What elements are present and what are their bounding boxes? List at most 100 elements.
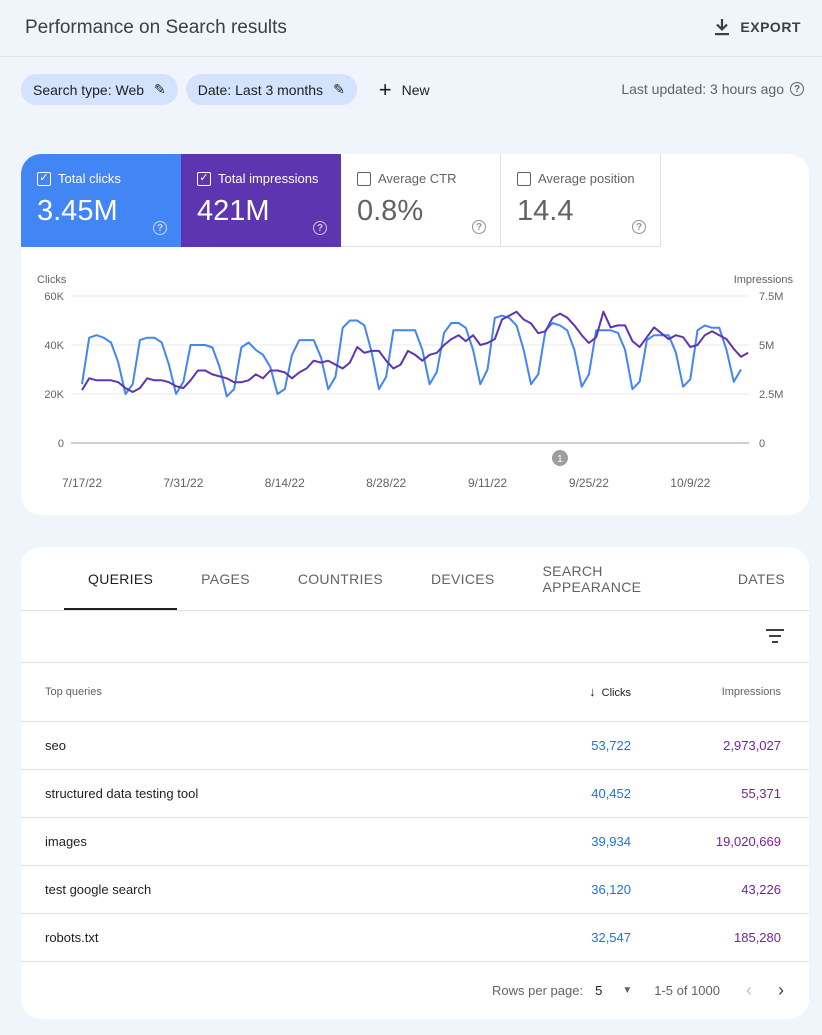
x-tick-label: 10/9/22 bbox=[670, 476, 710, 490]
checkbox-checked-icon[interactable]: ✓ bbox=[197, 171, 211, 186]
col-header-query: Top queries bbox=[21, 663, 431, 722]
clicks-header-label: Clicks bbox=[601, 687, 631, 700]
new-filter-button[interactable]: + New bbox=[379, 77, 430, 103]
right-axis-label: Impressions bbox=[734, 274, 794, 286]
left-tick-label: 20K bbox=[44, 389, 64, 401]
page-header: Performance on Search results EXPORT bbox=[0, 0, 822, 57]
metric-value: 421M bbox=[197, 195, 270, 227]
clicks-cell: 40,452 bbox=[431, 769, 631, 818]
impressions-cell: 2,973,027 bbox=[631, 721, 809, 770]
tab-devices[interactable]: DEVICES bbox=[430, 570, 495, 587]
left-tick-label: 0 bbox=[58, 438, 64, 450]
search-type-chip[interactable]: Search type: Web ✎ bbox=[21, 74, 178, 105]
metric-total-impressions[interactable]: ✓ Total impressions 421M? bbox=[181, 154, 341, 247]
rows-per-page-value: 5 bbox=[595, 983, 603, 998]
x-tick-label: 7/31/22 bbox=[163, 476, 203, 490]
x-tick-label: 7/17/22 bbox=[62, 476, 102, 490]
metric-value: 14.4 bbox=[517, 195, 574, 227]
query-cell: test google search bbox=[21, 865, 431, 914]
left-tick-label: 40K bbox=[44, 340, 64, 352]
metric-average-position[interactable]: Average position 14.4? bbox=[501, 154, 661, 247]
impressions-cell: 55,371 bbox=[631, 769, 809, 818]
dropdown-arrow-icon: ▼ bbox=[622, 985, 633, 996]
filter-icon[interactable] bbox=[766, 629, 784, 647]
x-tick-label: 8/14/22 bbox=[265, 476, 305, 490]
annotation-marker[interactable] bbox=[551, 450, 568, 466]
arrow-down-icon: ↓ bbox=[589, 684, 596, 700]
pagination: Rows per page: 5 ▼ 1-5 of 1000 ‹ › bbox=[21, 962, 809, 1020]
clicks-cell: 53,722 bbox=[431, 721, 631, 770]
download-icon bbox=[715, 19, 730, 36]
annotation-label: 1 bbox=[557, 454, 563, 465]
help-icon[interactable]: ? bbox=[472, 220, 486, 234]
filter-bar: Search type: Web ✎ Date: Last 3 months ✎ +… bbox=[21, 74, 430, 105]
clicks-cell: 32,547 bbox=[431, 913, 631, 962]
query-cell: robots.txt bbox=[21, 913, 431, 962]
next-page-button[interactable]: › bbox=[778, 980, 784, 1000]
col-header-impressions[interactable]: Impressions bbox=[631, 663, 809, 722]
left-axis-label: Clicks bbox=[37, 274, 67, 286]
checkbox-unchecked-icon[interactable] bbox=[517, 171, 531, 186]
metric-average-ctr[interactable]: Average CTR 0.8%? bbox=[341, 154, 501, 247]
right-tick-label: 5M bbox=[759, 340, 774, 352]
metric-label: Average position bbox=[538, 171, 635, 186]
metric-label: Total impressions bbox=[218, 171, 319, 186]
x-tick-label: 9/25/22 bbox=[569, 476, 609, 490]
impressions-cell: 185,280 bbox=[631, 913, 809, 962]
help-icon[interactable]: ? bbox=[632, 220, 646, 234]
rows-per-page-label: Rows per page: bbox=[492, 983, 584, 998]
clicks-cell: 36,120 bbox=[431, 865, 631, 914]
clicks-cell: 39,934 bbox=[431, 817, 631, 866]
export-label: EXPORT bbox=[740, 19, 801, 35]
date-chip[interactable]: Date: Last 3 months ✎ bbox=[185, 74, 357, 105]
help-icon[interactable]: ? bbox=[790, 82, 804, 96]
query-cell: structured data testing tool bbox=[21, 769, 431, 818]
performance-chart-card: ✓ Total clicks 3.45M? ✓ Total impressions 42… bbox=[21, 154, 809, 515]
metric-total-clicks[interactable]: ✓ Total clicks 3.45M? bbox=[21, 154, 181, 247]
table-row[interactable]: robots.txt 32,547 185,280 bbox=[21, 913, 809, 962]
export-button[interactable]: EXPORT bbox=[714, 18, 801, 36]
query-cell: images bbox=[21, 817, 431, 866]
last-updated: Last updated: 3 hours ago? bbox=[621, 81, 804, 97]
tab-countries[interactable]: COUNTRIES bbox=[297, 570, 383, 587]
x-tick-label: 9/11/22 bbox=[468, 476, 507, 490]
report-table-card: QUERIES PAGES COUNTRIES DEVICES SEARCH A… bbox=[21, 547, 809, 1019]
table-row[interactable]: images 39,934 19,020,669 bbox=[21, 817, 809, 866]
query-cell: seo bbox=[21, 721, 431, 770]
tab-search-appearance[interactable]: SEARCH APPEARANCE bbox=[542, 562, 642, 595]
tab-queries[interactable]: QUERIES bbox=[64, 547, 178, 610]
table-row[interactable]: test google search 36,120 43,226 bbox=[21, 865, 809, 914]
table-header-row: Top queries ↓ Clicks Impressions bbox=[21, 663, 809, 722]
prev-page-button[interactable]: ‹ bbox=[746, 980, 752, 1000]
right-tick-label: 7.5M bbox=[759, 291, 783, 303]
plus-icon: + bbox=[378, 76, 392, 102]
impressions-cell: 43,226 bbox=[631, 865, 809, 914]
right-tick-label: 2.5M bbox=[759, 389, 783, 401]
pencil-icon: ✎ bbox=[154, 81, 166, 97]
checkbox-checked-icon[interactable]: ✓ bbox=[37, 171, 51, 186]
metric-label: Average CTR bbox=[378, 171, 457, 186]
col-header-clicks[interactable]: ↓ Clicks bbox=[431, 663, 631, 722]
table-row[interactable]: structured data testing tool 40,452 55,371 bbox=[21, 769, 809, 818]
metric-label: Total clicks bbox=[58, 171, 121, 186]
last-updated-text: Last updated: 3 hours ago bbox=[621, 81, 784, 97]
checkbox-unchecked-icon[interactable] bbox=[357, 171, 371, 186]
metric-value: 0.8% bbox=[357, 195, 424, 227]
help-icon[interactable]: ? bbox=[313, 221, 327, 235]
rows-per-page-select[interactable]: 5 ▼ bbox=[595, 983, 632, 998]
x-tick-label: 8/28/22 bbox=[366, 476, 406, 490]
page-title: Performance on Search results bbox=[25, 17, 287, 38]
impressions-cell: 19,020,669 bbox=[631, 817, 809, 866]
tab-dates[interactable]: DATES bbox=[737, 570, 785, 587]
series-line-impressions bbox=[81, 310, 749, 393]
table-row[interactable]: seo 53,722 2,973,027 bbox=[21, 721, 809, 770]
search-type-label: Search type: Web bbox=[33, 81, 145, 98]
left-tick-label: 60K bbox=[44, 291, 64, 303]
table-filter-row bbox=[21, 611, 809, 663]
help-icon[interactable]: ? bbox=[153, 221, 167, 235]
series-line-clicks bbox=[81, 314, 742, 398]
queries-table: Top queries ↓ Clicks Impressions seo 53,72… bbox=[21, 663, 809, 962]
performance-chart: Clicks Impressions 0 0 20K 2.5M 40K 5M 60K 7.5M… bbox=[37, 274, 794, 490]
tab-pages[interactable]: PAGES bbox=[201, 570, 250, 587]
page-range: 1-5 of 1000 bbox=[654, 983, 720, 998]
